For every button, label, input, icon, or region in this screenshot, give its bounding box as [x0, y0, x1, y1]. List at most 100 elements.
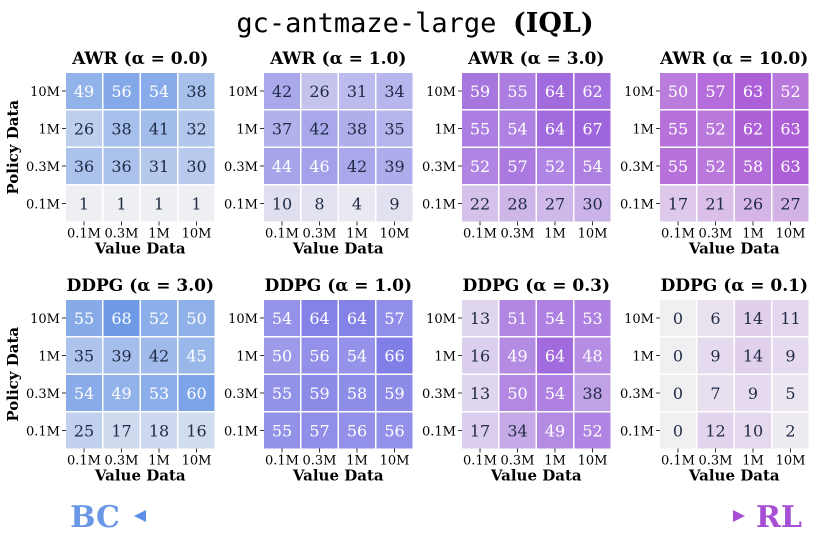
panel-title: DDPG (α = 0.1)	[660, 276, 808, 296]
heatmap-cell	[772, 73, 809, 109]
cell-value: 31	[347, 82, 367, 101]
cell-value: 54	[347, 347, 367, 366]
cell-value: 49	[545, 422, 565, 441]
heatmap-cell	[574, 412, 611, 449]
heatmap-cell	[66, 337, 102, 374]
x-tick-label: 0.1M	[661, 227, 695, 242]
heatmap-cell	[339, 110, 375, 147]
heatmap-cell	[103, 375, 140, 411]
heatmap-cell	[735, 73, 771, 109]
cell-value: 49	[111, 384, 131, 403]
cell-value: 60	[186, 384, 206, 403]
x-tick-label: 1M	[346, 227, 368, 242]
x-tick-label: 0.1M	[265, 227, 299, 242]
cell-value: 10	[272, 195, 292, 214]
y-tick-label: 0.1M	[224, 198, 258, 213]
x-tick-label: 0.1M	[463, 454, 497, 469]
cell-value: 59	[470, 82, 490, 101]
heatmap-cell	[772, 148, 809, 184]
cell-value: 17	[668, 195, 688, 214]
y-tick-label: 0.3M	[422, 387, 456, 402]
bc-label: BC	[70, 500, 120, 535]
x-tick-label: 1M	[544, 454, 566, 469]
heatmap-cell	[376, 185, 413, 222]
cell-value: 16	[470, 347, 490, 366]
heatmap-cell	[772, 412, 809, 449]
arrow-left-icon	[134, 510, 146, 522]
heatmap-cell	[697, 148, 734, 184]
x-tick-label: 0.3M	[303, 454, 337, 469]
heatmap-cell	[264, 185, 300, 222]
cell-value: 9	[785, 347, 795, 366]
heatmap-cell	[660, 110, 696, 147]
heatmap-cell	[499, 300, 536, 336]
x-tick-label: 1M	[742, 227, 764, 242]
heatmap-cell	[499, 375, 536, 411]
cell-value: 16	[186, 422, 206, 441]
cell-value: 54	[507, 120, 527, 139]
heatmap-cell	[301, 110, 338, 147]
heatmap-cell	[499, 337, 536, 374]
heatmap-panel: AWR (α = 1.0) 42 26 31 34 37 42 38 35 44 46 42 39 10 8…	[224, 49, 413, 258]
x-tick-label: 0.3M	[501, 454, 535, 469]
cell-value: 1	[116, 195, 126, 214]
cell-value: 53	[149, 384, 169, 403]
cell-value: 26	[743, 195, 763, 214]
cell-value: 52	[470, 157, 490, 176]
heatmap-cell	[574, 185, 611, 222]
cell-value: 56	[384, 422, 404, 441]
heatmap-cell	[660, 337, 696, 374]
heatmap-cell	[537, 185, 573, 222]
x-tick-label: 10M	[776, 454, 806, 469]
cell-value: 55	[470, 120, 490, 139]
cell-value: 26	[74, 120, 94, 139]
heatmap-cell	[301, 412, 338, 449]
cell-value: 64	[545, 347, 565, 366]
bc-rl-legend: BC RL	[70, 500, 802, 535]
heatmap-cell	[66, 412, 102, 449]
cell-value: 14	[743, 309, 763, 328]
cell-value: 17	[470, 422, 490, 441]
heatmap-cell	[339, 73, 375, 109]
cell-value: 27	[780, 195, 800, 214]
cell-value: 45	[186, 347, 206, 366]
y-tick-label: 10M	[228, 312, 258, 327]
heatmap-cell	[735, 412, 771, 449]
panel-title: AWR (α = 3.0)	[467, 49, 604, 69]
y-tick-label: 10M	[426, 85, 456, 100]
heatmap-cell	[462, 337, 498, 374]
heatmap-cell	[574, 300, 611, 336]
x-tick-label: 0.1M	[265, 454, 299, 469]
heatmap-cell	[339, 375, 375, 411]
heatmap-cell	[772, 185, 809, 222]
cell-value: 0	[673, 309, 683, 328]
heatmap-cell	[376, 148, 413, 184]
cell-value: 11	[780, 309, 800, 328]
cell-value: 42	[149, 347, 169, 366]
cell-value: 39	[111, 347, 131, 366]
x-tick-label: 0.3M	[105, 454, 139, 469]
y-tick-label: 1M	[632, 350, 654, 365]
cell-value: 50	[272, 347, 292, 366]
y-tick-label: 1M	[434, 350, 456, 365]
heatmap-cell	[574, 337, 611, 374]
y-axis-label: Policy Data	[4, 100, 22, 195]
heatmap-cell	[141, 337, 177, 374]
y-tick-label: 0.1M	[26, 198, 60, 213]
y-tick-label: 10M	[624, 85, 654, 100]
heatmap-cell	[178, 185, 215, 222]
cell-value: 34	[384, 82, 404, 101]
heatmap-cell	[376, 300, 413, 336]
x-tick-label: 1M	[148, 227, 170, 242]
y-tick-label: 0.1M	[620, 198, 654, 213]
heatmap-cell	[735, 300, 771, 336]
y-tick-label: 10M	[30, 85, 60, 100]
x-axis-label: Value Data	[292, 467, 384, 485]
heatmap-cell	[660, 300, 696, 336]
heatmap-cell	[735, 337, 771, 374]
cell-value: 52	[705, 157, 725, 176]
heatmap-cell	[735, 110, 771, 147]
figure-title: gc-antmaze-large (IQL)	[236, 8, 593, 39]
heatmap-cell	[301, 300, 338, 336]
